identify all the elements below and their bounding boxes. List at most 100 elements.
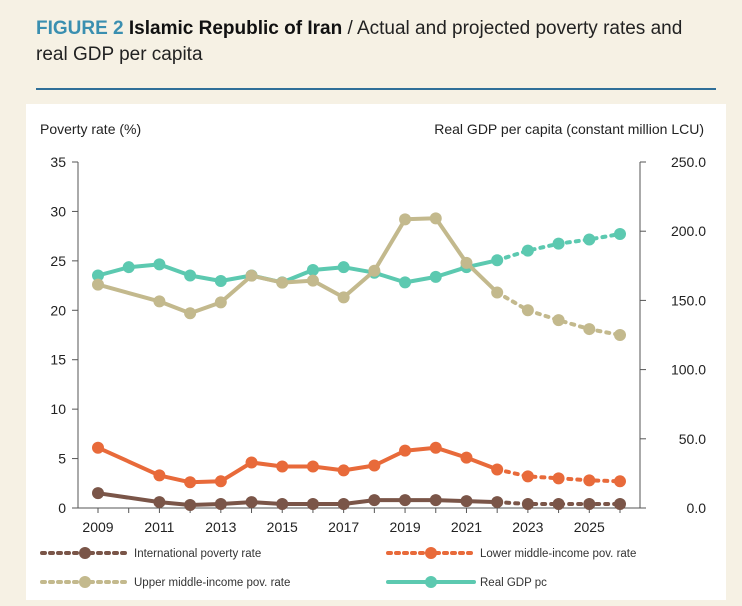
- data-point: [153, 469, 166, 482]
- data-point: [276, 276, 289, 289]
- data-point: [245, 496, 258, 509]
- data-point: [184, 307, 197, 320]
- data-point: [429, 270, 442, 283]
- header-rule: [36, 88, 716, 90]
- data-point: [153, 295, 166, 308]
- data-point: [153, 258, 166, 271]
- data-point: [552, 498, 565, 511]
- data-point: [306, 263, 319, 276]
- data-point: [429, 441, 442, 454]
- right-tick-label: 150.0: [671, 292, 706, 308]
- data-point: [337, 291, 350, 304]
- data-point: [429, 494, 442, 507]
- data-point: [614, 227, 626, 240]
- data-point: [521, 498, 534, 511]
- data-point: [460, 451, 473, 464]
- data-point: [399, 444, 412, 457]
- left-tick-label: 10: [50, 401, 66, 417]
- data-point: [521, 304, 534, 317]
- data-point: [552, 472, 565, 485]
- data-point: [614, 475, 626, 488]
- right-tick-label: 0.0: [687, 500, 707, 516]
- right-tick-label: 250.0: [671, 154, 706, 170]
- legend-label: Lower middle-income pov. rate: [480, 548, 636, 560]
- data-point: [92, 269, 104, 282]
- legend-swatch-marker: [425, 547, 437, 559]
- data-point: [214, 275, 227, 288]
- right-axis-title: Real GDP per capita (constant million LC…: [434, 121, 704, 137]
- legend-label: International poverty rate: [134, 548, 261, 560]
- x-tick-label: 2023: [512, 519, 543, 535]
- data-point: [552, 314, 565, 327]
- data-point: [306, 274, 319, 287]
- left-axis-title: Poverty rate (%): [40, 121, 141, 137]
- x-tick-label: 2015: [267, 519, 298, 535]
- data-point: [306, 498, 319, 511]
- data-point: [184, 499, 197, 512]
- data-point: [337, 498, 350, 511]
- data-point: [491, 254, 504, 267]
- data-point: [491, 463, 504, 476]
- figure-title-bold: Islamic Republic of Iran: [128, 18, 343, 39]
- data-point: [122, 261, 135, 274]
- data-point: [552, 237, 565, 250]
- legend-label: Real GDP pc: [480, 577, 547, 589]
- x-tick-label: 2011: [144, 519, 174, 535]
- legend-item: Upper middle-income pov. rate: [40, 576, 290, 589]
- series-layer: [92, 212, 626, 512]
- data-point: [583, 233, 596, 246]
- x-tick-label: 2013: [205, 519, 236, 535]
- legend-item: Real GDP pc: [386, 576, 547, 589]
- data-point: [92, 278, 104, 291]
- chart-panel: [26, 104, 726, 600]
- x-tick-label: 2025: [574, 519, 605, 535]
- left-tick-label: 25: [50, 253, 66, 269]
- data-point: [583, 323, 596, 336]
- data-point: [214, 498, 227, 511]
- data-point: [583, 474, 596, 487]
- axes: 051015202530350.050.0100.0150.0200.0250.…: [50, 154, 706, 535]
- data-point: [368, 494, 381, 507]
- data-point: [276, 498, 289, 511]
- data-point: [491, 496, 504, 509]
- data-point: [399, 494, 412, 507]
- series-real-gdp-pc: [92, 227, 626, 289]
- legend-swatch-marker: [425, 576, 437, 588]
- series-line-projected: [495, 290, 622, 337]
- legend: International poverty rate Lower middle-i…: [40, 547, 636, 589]
- data-point: [214, 475, 227, 488]
- right-tick-label: 50.0: [679, 431, 706, 447]
- left-tick-label: 20: [50, 302, 66, 318]
- data-point: [153, 496, 166, 509]
- data-point: [429, 212, 442, 225]
- figure-header: FIGURE 2 Islamic Republic of Iran / Actu…: [36, 16, 716, 68]
- legend-label: Upper middle-income pov. rate: [134, 577, 290, 589]
- data-point: [399, 213, 412, 226]
- series-lower-middle-income-pov-rate: [92, 441, 626, 489]
- legend-swatch-marker: [79, 547, 91, 559]
- left-tick-label: 30: [50, 203, 66, 219]
- figure-label: FIGURE 2: [36, 18, 124, 39]
- x-tick-label: 2021: [451, 519, 482, 535]
- data-point: [214, 296, 227, 309]
- data-point: [521, 244, 534, 257]
- data-point: [614, 329, 626, 341]
- right-tick-label: 100.0: [671, 362, 706, 378]
- figure-title-rest: / Actual and projected poverty rates and…: [36, 18, 683, 65]
- legend-item: Lower middle-income pov. rate: [386, 547, 636, 560]
- legend-item: International poverty rate: [40, 547, 261, 560]
- data-point: [614, 498, 626, 511]
- data-point: [521, 470, 534, 483]
- data-point: [306, 460, 319, 473]
- x-tick-label: 2017: [328, 519, 359, 535]
- x-tick-label: 2009: [82, 519, 113, 535]
- data-point: [368, 264, 381, 277]
- left-tick-label: 15: [50, 352, 66, 368]
- data-point: [583, 498, 596, 511]
- data-point: [184, 476, 197, 489]
- data-point: [92, 487, 104, 500]
- data-point: [337, 261, 350, 274]
- left-tick-label: 35: [50, 154, 66, 170]
